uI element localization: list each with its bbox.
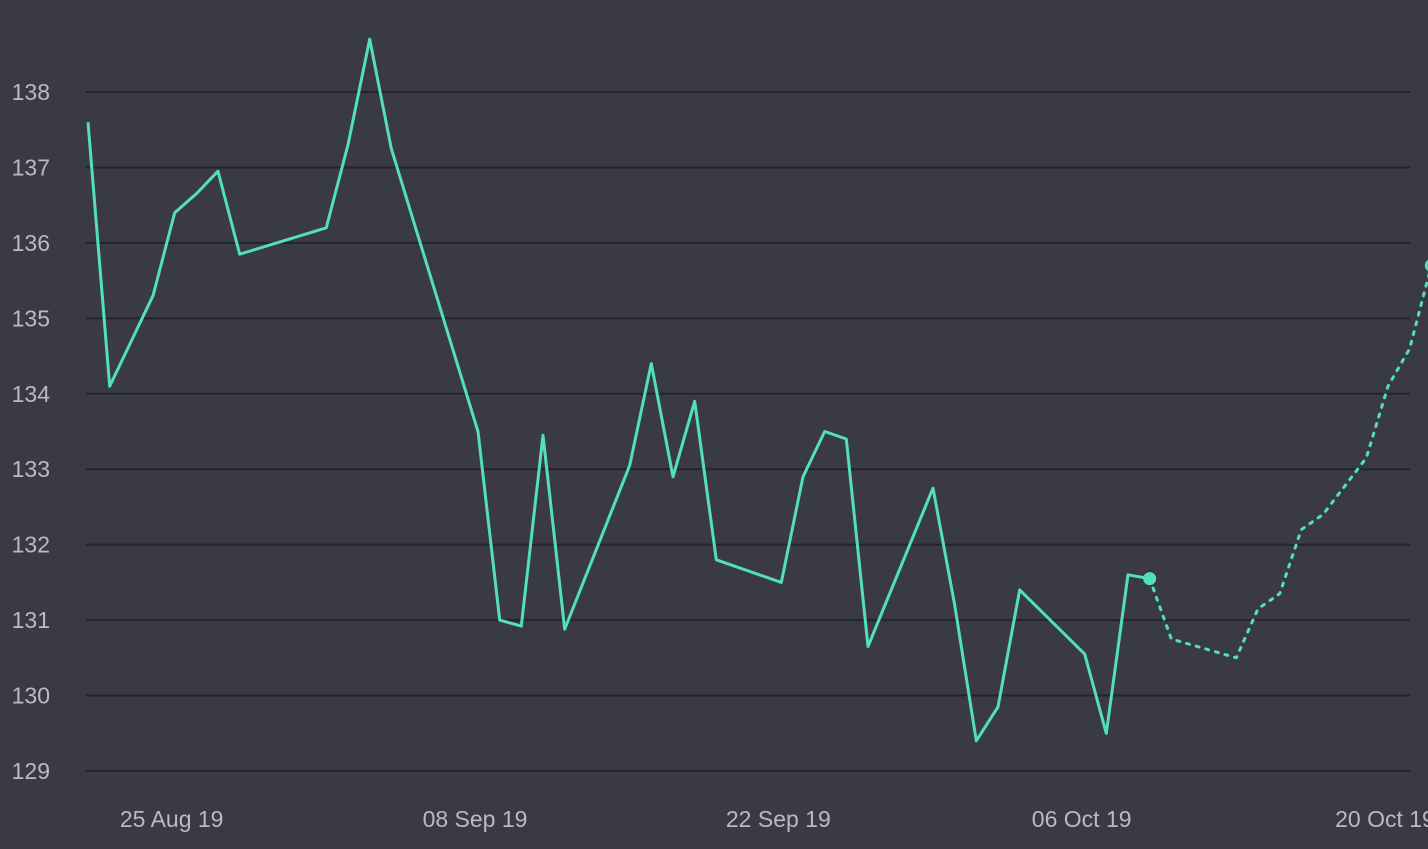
data-point-marker <box>1143 572 1157 586</box>
x-tick-label: 06 Oct 19 <box>1032 806 1132 832</box>
data-point-marker <box>1424 259 1428 272</box>
series-markers <box>1143 259 1428 586</box>
projection-line <box>1148 272 1428 660</box>
price-line <box>86 37 1150 743</box>
y-tick-label: 133 <box>12 456 50 482</box>
y-tick-label: 137 <box>12 154 50 180</box>
y-tick-label: 130 <box>12 683 50 709</box>
x-tick-label: 25 Aug 19 <box>120 806 224 832</box>
y-tick-label: 134 <box>12 381 51 407</box>
series-lines <box>86 37 1428 743</box>
y-tick-label: 135 <box>12 305 50 331</box>
y-tick-label: 138 <box>12 79 50 105</box>
x-axis-tick-labels: 25 Aug 19 08 Sep 19 22 Sep 19 06 Oct 19 20 O… <box>120 806 1428 832</box>
y-tick-label: 136 <box>12 230 50 256</box>
x-tick-label: 22 Sep 19 <box>726 806 831 832</box>
y-tick-label: 132 <box>12 532 50 558</box>
y-tick-label: 129 <box>12 758 50 784</box>
y-axis-tick-labels: 129 130 131 132 133 134 135 136 137 138 <box>12 79 51 784</box>
gridlines <box>86 91 1410 772</box>
x-tick-label: 20 Oct 19 <box>1335 806 1428 832</box>
y-tick-label: 131 <box>12 607 50 633</box>
x-tick-label: 08 Sep 19 <box>423 806 528 832</box>
